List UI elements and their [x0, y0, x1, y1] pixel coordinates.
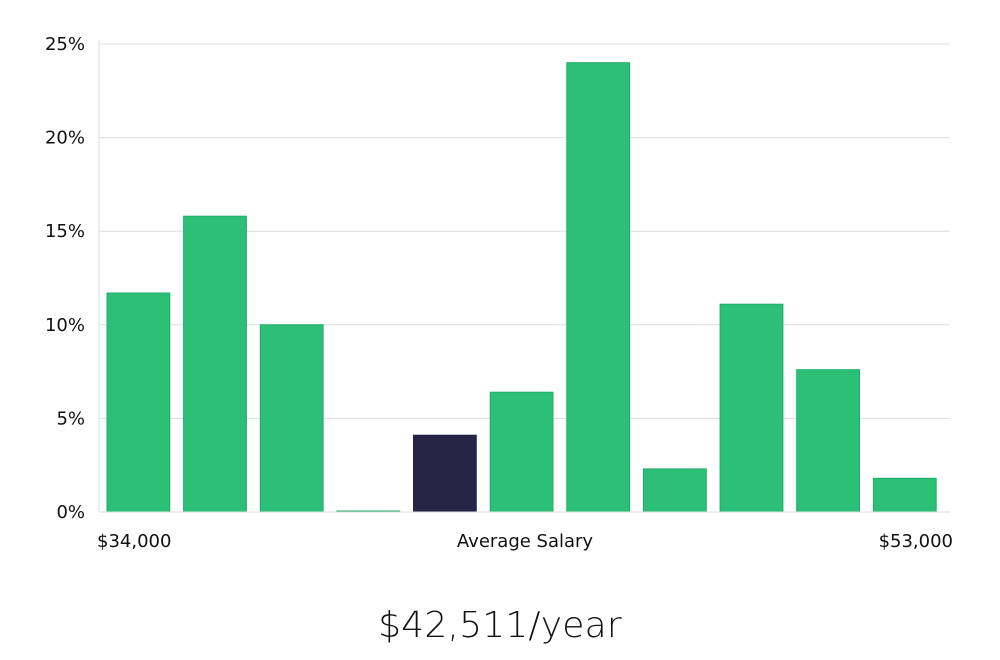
- bar: [566, 62, 631, 513]
- average-salary-value: $42,511/year: [378, 605, 622, 646]
- y-tick-label: 25%: [45, 34, 85, 55]
- y-tick-label: 20%: [45, 128, 85, 149]
- x-min-label: $34,000: [97, 531, 171, 552]
- y-tick-label: 10%: [45, 315, 85, 336]
- bar: [489, 391, 554, 513]
- bar: [643, 468, 707, 513]
- x-axis-title: Average Salary: [457, 531, 594, 552]
- bar: [183, 215, 247, 513]
- salary-histogram: 0%5%10%15%20%25% $34,000 Average Salary …: [45, 34, 953, 552]
- y-tick-label: 5%: [56, 408, 85, 429]
- x-max-label: $53,000: [879, 531, 953, 552]
- bar: [796, 369, 861, 513]
- bar-highlighted: [413, 434, 477, 513]
- bars: [106, 62, 937, 513]
- y-tick-label: 0%: [56, 502, 85, 523]
- bar: [106, 292, 171, 513]
- bar: [719, 303, 784, 513]
- y-axis-ticks: 0% 5% 10% 15% 20% 25%: [45, 34, 85, 523]
- y-tick-label: 15%: [45, 221, 85, 242]
- bar: [259, 324, 324, 513]
- bar: [872, 477, 937, 513]
